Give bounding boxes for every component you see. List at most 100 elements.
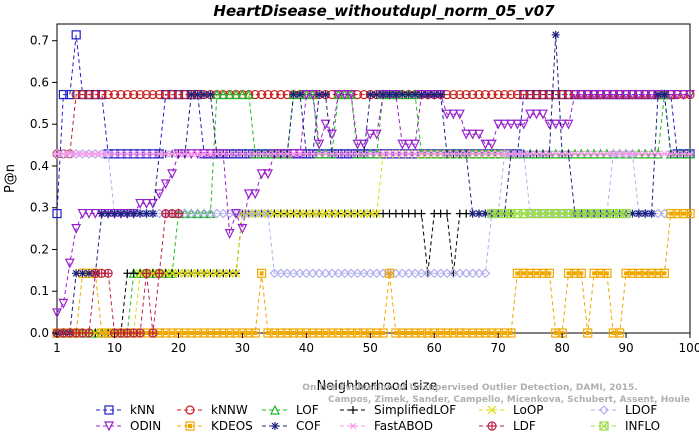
series-line-LDOF xyxy=(57,153,665,274)
x-tick-label: 60 xyxy=(427,341,442,355)
legend-marker xyxy=(270,404,280,415)
data-point xyxy=(257,209,267,218)
y-tick-label: 0.0 xyxy=(30,326,49,340)
data-point xyxy=(416,328,427,338)
legend-label: LDF xyxy=(513,419,536,433)
data-point xyxy=(410,268,420,279)
legend-label: LOF xyxy=(296,403,319,417)
data-point xyxy=(512,119,523,130)
data-point xyxy=(627,149,638,159)
data-point xyxy=(211,89,222,100)
data-point xyxy=(308,209,318,218)
data-point xyxy=(436,90,445,99)
data-point xyxy=(167,328,177,338)
data-point xyxy=(231,268,241,278)
data-point xyxy=(461,328,471,338)
data-point xyxy=(455,89,465,100)
y-tick-label: 0.1 xyxy=(30,284,49,298)
x-tick-label: 30 xyxy=(235,341,250,355)
data-point xyxy=(480,139,491,150)
data-point xyxy=(621,149,631,159)
legend-label: kNNW xyxy=(211,403,248,417)
legend-marker xyxy=(599,405,609,415)
data-point xyxy=(621,208,631,219)
data-point xyxy=(295,90,304,99)
data-point xyxy=(505,119,516,130)
data-point xyxy=(442,328,452,338)
data-point xyxy=(404,90,413,99)
data-point xyxy=(371,129,382,140)
data-point xyxy=(570,268,580,278)
data-point xyxy=(385,90,394,99)
data-point xyxy=(77,208,88,219)
plot-area xyxy=(56,23,691,334)
data-point xyxy=(353,209,362,218)
legend-label: kNN xyxy=(130,403,155,417)
data-point xyxy=(672,89,683,100)
data-point xyxy=(608,149,619,159)
data-point xyxy=(538,89,548,100)
data-point xyxy=(167,169,178,180)
data-point xyxy=(212,268,222,278)
data-point xyxy=(346,268,356,279)
data-point xyxy=(109,89,120,100)
data-point xyxy=(633,89,644,100)
data-point xyxy=(199,208,209,219)
data-point xyxy=(257,89,267,100)
data-point xyxy=(84,149,94,159)
data-point xyxy=(461,89,471,100)
data-point xyxy=(224,208,235,219)
data-point xyxy=(71,30,81,40)
data-point xyxy=(320,119,331,130)
data-point xyxy=(352,268,363,279)
data-point xyxy=(193,328,203,338)
data-point xyxy=(71,224,82,234)
data-point xyxy=(525,89,535,100)
data-point xyxy=(218,268,228,278)
data-point xyxy=(269,268,280,279)
data-point xyxy=(193,90,202,99)
data-point xyxy=(180,268,190,278)
data-point xyxy=(275,268,286,279)
legend-marker xyxy=(349,406,357,414)
data-point xyxy=(448,268,459,279)
data-point xyxy=(601,89,612,100)
legend-item-SimplifiedLOF: SimplifiedLOF xyxy=(340,403,456,417)
data-point xyxy=(206,268,215,278)
data-point xyxy=(563,268,574,278)
data-point xyxy=(301,89,312,100)
data-point xyxy=(250,328,260,338)
data-point xyxy=(384,268,395,278)
data-point xyxy=(263,208,273,219)
data-point xyxy=(231,208,242,219)
data-point xyxy=(161,89,171,100)
data-point xyxy=(372,209,382,218)
data-point xyxy=(660,90,669,99)
legend-label: COF xyxy=(296,419,321,433)
data-point xyxy=(321,90,330,99)
data-point xyxy=(129,89,139,100)
data-point xyxy=(269,209,279,218)
data-point xyxy=(461,129,472,140)
data-point xyxy=(161,328,171,338)
axes-layer: 1 10 20 30 40 50 60 70 80 90 100 0.0 0.1 0.2 0.3 0.4 0.5… xyxy=(30,34,699,355)
data-point xyxy=(205,328,216,338)
data-point xyxy=(634,268,644,278)
data-point xyxy=(199,268,209,278)
legend-item-LoOP: LoOP xyxy=(479,403,544,417)
x-tick-label: 100 xyxy=(679,341,699,355)
data-point xyxy=(263,209,273,218)
data-point xyxy=(627,268,638,278)
data-point xyxy=(71,149,82,159)
data-point xyxy=(333,209,343,218)
y-tick-label: 0.5 xyxy=(30,117,49,131)
data-point xyxy=(544,119,555,130)
data-point xyxy=(454,109,465,120)
data-point xyxy=(180,328,190,338)
data-point xyxy=(64,258,75,269)
data-point xyxy=(199,328,209,338)
data-point xyxy=(142,209,151,218)
data-point xyxy=(519,89,529,100)
data-point xyxy=(282,328,292,338)
data-point xyxy=(58,89,68,100)
